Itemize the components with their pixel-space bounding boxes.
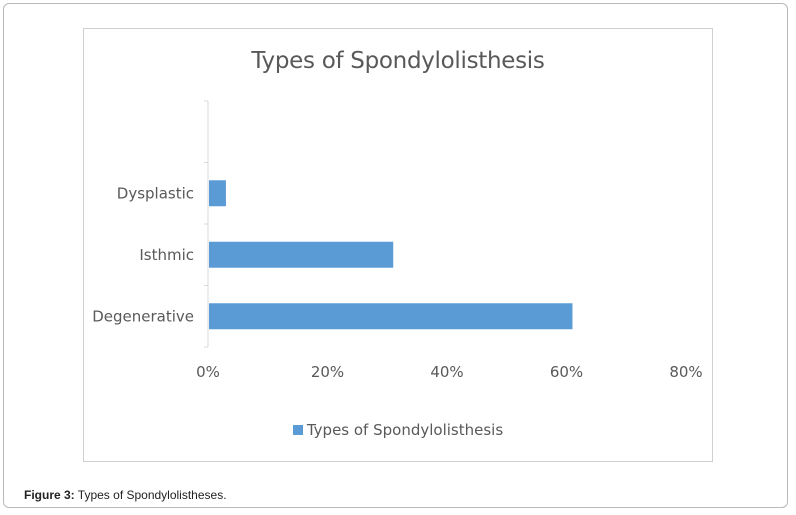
- x-tick-label: 60%: [550, 363, 583, 381]
- category-label-dysplastic: Dysplastic: [117, 184, 194, 202]
- legend-swatch: [292, 425, 303, 435]
- x-tick-label: 20%: [311, 363, 344, 381]
- chart-area: [83, 28, 713, 462]
- category-label-degenerative: Degenerative: [92, 307, 194, 325]
- bar-degenerative: [209, 303, 573, 330]
- category-label-isthmic: Isthmic: [139, 246, 194, 264]
- chart-title: Types of Spondylolisthesis: [251, 48, 545, 74]
- x-tick-label: 0%: [196, 363, 220, 381]
- bar-dysplastic: [209, 180, 226, 207]
- bar-isthmic: [209, 241, 394, 268]
- figure-caption: Figure 3: Types of Spondylolistheses.: [24, 488, 227, 502]
- caption-label: Figure 3:: [24, 488, 75, 502]
- caption-text: Types of Spondylolistheses.: [74, 488, 227, 502]
- legend-label: Types of Spondylolisthesis: [306, 421, 504, 439]
- x-tick-label: 80%: [669, 363, 702, 381]
- x-tick-label: 40%: [430, 363, 463, 381]
- chart-legend: Types of Spondylolisthesis: [0, 421, 796, 439]
